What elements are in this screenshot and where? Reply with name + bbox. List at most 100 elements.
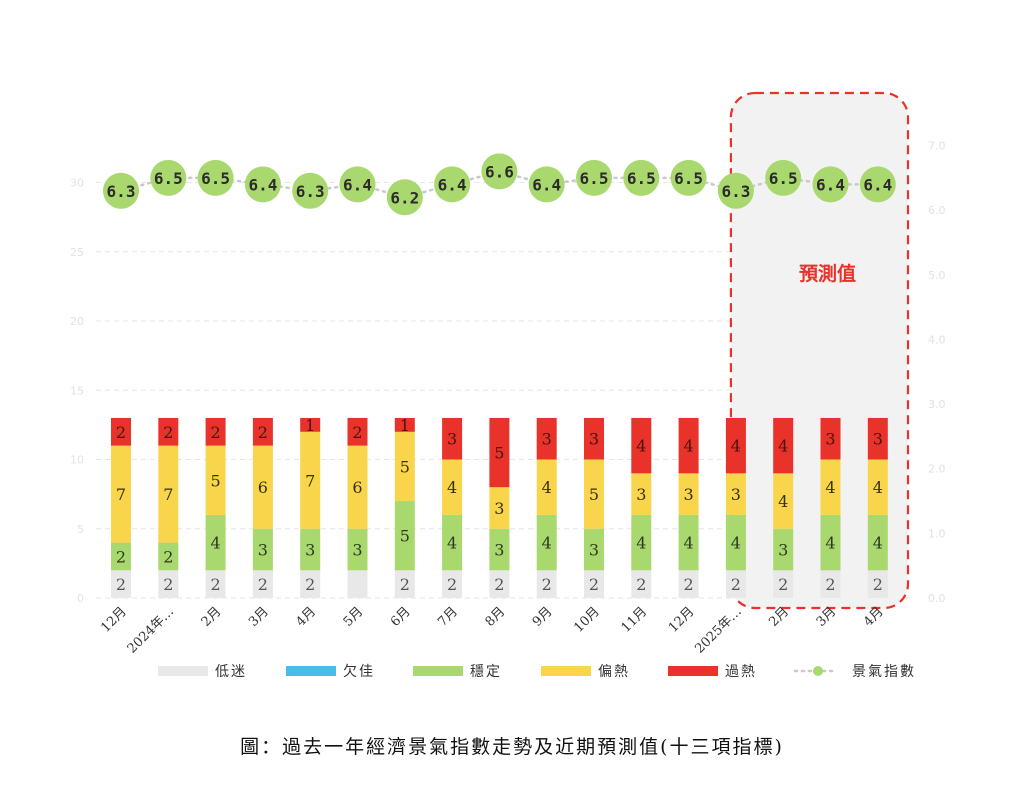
bar-value-label: 4 xyxy=(873,534,883,553)
bar-segment xyxy=(725,514,746,571)
index-point xyxy=(386,179,423,216)
bar-value-label: 3 xyxy=(589,430,599,449)
bar-segment xyxy=(347,417,368,446)
x-axis-label: 2024年… xyxy=(125,604,177,656)
bar-value-label: 4 xyxy=(636,534,646,553)
bar-segment xyxy=(442,417,463,460)
bar-value-label: 3 xyxy=(542,430,552,449)
bar-segment xyxy=(867,459,888,515)
bar-value-label: 2 xyxy=(116,547,126,566)
bar-segment xyxy=(725,417,746,474)
index-point-label: 6.5 xyxy=(154,169,183,188)
left-tick-label: 25 xyxy=(70,246,84,259)
bar-segment xyxy=(205,445,226,515)
index-point-label: 6.5 xyxy=(769,169,798,188)
bar-value-label: 2 xyxy=(873,575,883,594)
bar-value-label: 2 xyxy=(542,575,552,594)
x-axis-label: 7月 xyxy=(435,604,461,630)
legend-label-warm: 偏熱 xyxy=(598,664,630,680)
index-point xyxy=(339,166,376,203)
bar-segment xyxy=(158,542,179,571)
index-point xyxy=(103,172,139,209)
bar-segment xyxy=(631,570,652,598)
index-point-label: 6.4 xyxy=(248,175,277,194)
index-point-label: 6.5 xyxy=(674,169,703,188)
bar-value-label: 2 xyxy=(305,575,315,594)
x-axis-label: 3月 xyxy=(246,604,272,630)
bar-value-label: 5 xyxy=(494,444,504,463)
index-point-label: 6.5 xyxy=(627,169,656,188)
bar-value-label: 2 xyxy=(494,575,504,594)
bar-value-label: 4 xyxy=(825,478,835,497)
bar-value-label: 7 xyxy=(163,485,173,504)
left-tick-label: 30 xyxy=(70,177,84,190)
legend-swatch-low xyxy=(158,666,208,676)
legend-swatch-stable xyxy=(413,666,463,676)
index-point xyxy=(717,172,754,209)
bar-segment xyxy=(631,417,652,474)
bar-segment xyxy=(300,528,321,571)
bar-value-label: 4 xyxy=(731,534,741,553)
bar-segment xyxy=(536,514,557,571)
bar-segment xyxy=(252,445,273,529)
bar-value-label: 2 xyxy=(589,575,599,594)
left-tick-label: 0 xyxy=(77,592,84,605)
bar-segment xyxy=(347,445,368,529)
bar-segment xyxy=(394,501,415,571)
bar-segment xyxy=(631,514,652,571)
bar-segment xyxy=(489,487,510,529)
bar-value-label: 4 xyxy=(447,478,457,497)
index-point-label: 6.4 xyxy=(532,175,561,194)
bar-segment xyxy=(536,570,557,598)
bar-value-label: 5 xyxy=(589,485,599,504)
bar-segment xyxy=(678,473,699,515)
index-point-label: 6.2 xyxy=(390,188,419,207)
bar-segment xyxy=(442,459,463,515)
bar-segment xyxy=(252,570,273,598)
bar-value-label: 3 xyxy=(447,430,457,449)
legend-label-weak: 欠佳 xyxy=(343,664,375,680)
bar-segment xyxy=(158,445,179,543)
bar-value-label: 4 xyxy=(211,534,221,553)
index-point-label: 6.4 xyxy=(343,175,372,194)
left-axis-ticks: 0 5 10 15 20 25 30 xyxy=(70,177,84,606)
bar-value-label: 5 xyxy=(211,471,221,490)
bar-segment xyxy=(773,473,794,529)
bar-segment xyxy=(678,570,699,598)
bar-value-label: 2 xyxy=(258,423,268,442)
bar-value-label: 4 xyxy=(825,534,835,553)
right-axis-ticks: 0.0 1.0 2.0 3.0 4.0 5.0 6.0 7.0 xyxy=(928,140,946,605)
index-point-label: 6.4 xyxy=(438,175,467,194)
bar-value-label: 2 xyxy=(163,547,173,566)
bar-value-label: 4 xyxy=(542,534,552,553)
bar-value-label: 2 xyxy=(211,575,221,594)
right-tick-label: 2.0 xyxy=(928,463,946,476)
right-tick-label: 0.0 xyxy=(928,592,946,605)
left-tick-label: 15 xyxy=(70,384,84,397)
x-axis-label: 4月 xyxy=(293,604,319,630)
bar-value-label: 1 xyxy=(400,416,410,435)
bar-segment xyxy=(394,431,415,502)
bar-segment xyxy=(489,528,510,571)
bar-value-label: 4 xyxy=(542,478,552,497)
bar-value-label: 2 xyxy=(163,575,173,594)
bar-segment xyxy=(773,528,794,571)
bar-value-label: 3 xyxy=(258,541,268,560)
bar-value-label: 2 xyxy=(211,423,221,442)
bar-value-label: 3 xyxy=(636,485,646,504)
bar-segment xyxy=(820,417,841,460)
index-point xyxy=(623,159,660,196)
index-point-label: 6.5 xyxy=(580,169,609,188)
forecast-label: 預測值 xyxy=(799,262,856,285)
right-tick-label: 1.0 xyxy=(928,527,946,540)
bar-segment xyxy=(300,417,321,432)
bar-segment xyxy=(489,570,510,598)
index-point xyxy=(812,166,849,203)
bar-value-label: 2 xyxy=(400,575,410,594)
bar-value-label: 3 xyxy=(589,541,599,560)
bar-value-label: 3 xyxy=(684,485,694,504)
bar-value-label: 4 xyxy=(873,478,883,497)
bar-segment xyxy=(300,431,321,529)
bar-segment xyxy=(867,514,888,571)
bar-segment xyxy=(584,528,604,571)
